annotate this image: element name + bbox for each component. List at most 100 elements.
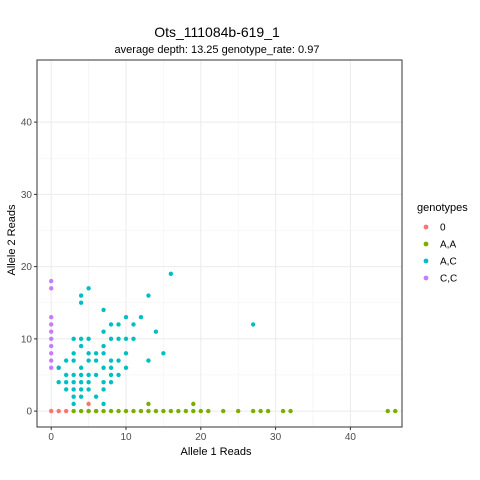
plot-panel (37, 60, 402, 427)
data-point (101, 343, 106, 349)
data-point (265, 408, 271, 414)
data-point (49, 336, 54, 342)
x-axis-title: Allele 1 Reads (181, 446, 252, 458)
data-point (71, 401, 76, 407)
data-point (116, 358, 121, 363)
data-point (101, 380, 106, 385)
data-point (71, 408, 76, 414)
data-point (123, 351, 129, 356)
data-point (78, 372, 84, 378)
plot-border (36, 59, 403, 428)
data-point (101, 329, 106, 334)
data-point (93, 358, 99, 363)
data-point (183, 408, 189, 414)
data-point (153, 408, 159, 414)
data-point (49, 314, 54, 320)
data-point (78, 343, 84, 349)
data-point (258, 408, 263, 414)
data-point (71, 351, 76, 356)
data-point (78, 365, 84, 370)
data-point (131, 322, 136, 327)
y-tick-label: 10 (21, 334, 33, 345)
data-point (86, 286, 91, 291)
data-point (101, 307, 106, 313)
data-point (176, 408, 181, 414)
legend-label: C,C (440, 274, 457, 285)
data-point (49, 286, 54, 291)
data-point (250, 322, 256, 327)
data-point (116, 336, 121, 342)
data-point (49, 329, 54, 334)
data-point (116, 408, 121, 414)
data-points (49, 271, 398, 414)
data-point (71, 394, 76, 399)
data-point (49, 358, 54, 363)
data-point (235, 408, 241, 414)
chart-title: Ots_111084b-619_1 (154, 24, 280, 40)
y-tick-label: 0 (26, 407, 32, 418)
data-point (56, 380, 61, 385)
data-point (280, 408, 286, 414)
data-point (146, 358, 151, 363)
data-point (153, 329, 159, 334)
data-point (250, 408, 256, 414)
data-point (86, 372, 91, 378)
data-point (49, 351, 54, 356)
data-point (191, 401, 196, 407)
legend-label: 0 (440, 223, 446, 234)
data-point (146, 293, 151, 298)
data-point (93, 394, 99, 399)
x-tick-label: 10 (120, 432, 132, 443)
y-tick-label: 30 (21, 190, 33, 201)
x-tick-label: 20 (195, 432, 207, 443)
data-point (101, 365, 106, 370)
data-point (108, 408, 114, 414)
data-point (71, 387, 76, 392)
data-point (78, 408, 84, 414)
data-point (168, 271, 174, 277)
data-point (86, 408, 91, 414)
data-point (221, 408, 226, 414)
data-point (101, 408, 106, 414)
data-point (123, 314, 129, 320)
data-point (393, 408, 398, 414)
data-point (63, 408, 69, 414)
legend-key (423, 224, 429, 230)
y-tick-label: 20 (21, 262, 33, 273)
data-point (101, 351, 106, 356)
data-point (49, 343, 54, 349)
data-point (288, 408, 293, 414)
data-point (101, 387, 106, 392)
x-tick-label: 30 (270, 432, 282, 443)
data-point (71, 336, 76, 342)
data-point (78, 336, 84, 342)
legend-label: A,A (440, 240, 456, 251)
data-point (108, 372, 114, 378)
data-point (108, 380, 114, 385)
data-point (191, 408, 196, 414)
data-point (123, 336, 129, 342)
data-point (168, 408, 174, 414)
data-point (56, 408, 61, 414)
data-point (49, 365, 54, 370)
data-point (71, 358, 76, 363)
y-axis-title: Allele 2 Reads (6, 204, 18, 275)
data-point (385, 408, 390, 414)
data-point (78, 300, 84, 305)
data-point (131, 336, 136, 342)
data-point (108, 322, 114, 327)
chart-subtitle: average depth: 13.25 genotype_rate: 0.97 (115, 44, 320, 56)
data-point (116, 322, 121, 327)
data-point (63, 380, 69, 385)
data-point (78, 293, 84, 298)
data-point (93, 372, 99, 378)
data-point (63, 372, 69, 378)
legend-key (423, 241, 429, 247)
data-point (86, 380, 91, 385)
data-point (138, 314, 144, 320)
legend: genotypes 0 A,A A,C C,C (417, 202, 468, 285)
axis-ticks: 0 10 20 30 40 0 10 20 30 40 (21, 118, 357, 443)
data-point (49, 278, 54, 284)
data-point (123, 408, 129, 414)
